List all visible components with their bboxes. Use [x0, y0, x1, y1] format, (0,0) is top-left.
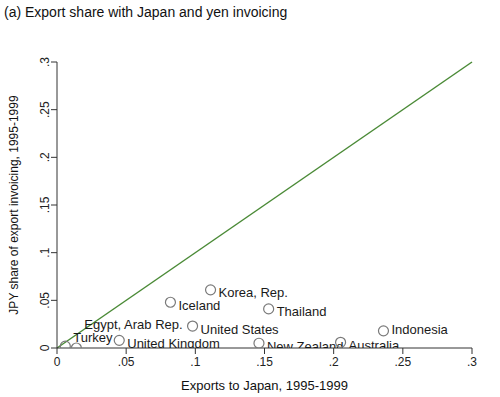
svg-text:.15: .15 — [256, 355, 273, 369]
svg-text:.1: .1 — [38, 247, 52, 257]
svg-text:JPY share of export invoicing,: JPY share of export invoicing, 1995-1999 — [8, 95, 21, 315]
svg-text:.2: .2 — [38, 152, 52, 162]
svg-text:.25: .25 — [394, 355, 411, 369]
svg-text:Australia: Australia — [349, 338, 400, 348]
svg-text:.05: .05 — [118, 355, 135, 369]
svg-text:Iceland: Iceland — [178, 298, 220, 313]
svg-text:Exports to Japan, 1995-1999: Exports to Japan, 1995-1999 — [181, 378, 348, 393]
svg-text:.05: .05 — [38, 292, 52, 309]
svg-text:Korea, Rep.: Korea, Rep. — [219, 285, 288, 300]
svg-text:.2: .2 — [329, 355, 339, 369]
svg-text:.1: .1 — [190, 355, 200, 369]
svg-text:.3: .3 — [38, 57, 52, 67]
svg-text:Indonesia: Indonesia — [391, 322, 448, 337]
svg-text:0: 0 — [54, 355, 61, 369]
svg-text:New Zealand: New Zealand — [267, 339, 344, 348]
svg-text:Turkey: Turkey — [73, 329, 113, 345]
svg-text:.3: .3 — [467, 355, 477, 369]
html-text:(a) Export share with Japan an: (a) Export share with Japan and yen invo… — [4, 4, 288, 20]
svg-text:Egypt, Arab Rep.: Egypt, Arab Rep. — [84, 317, 182, 332]
svg-text:United States: United States — [201, 322, 280, 337]
svg-text:.25: .25 — [38, 101, 52, 118]
svg-text:.15: .15 — [38, 196, 52, 213]
svg-text:Thailand: Thailand — [277, 304, 327, 319]
svg-text:United Kingdom: United Kingdom — [127, 336, 220, 348]
svg-text:0: 0 — [38, 344, 52, 351]
